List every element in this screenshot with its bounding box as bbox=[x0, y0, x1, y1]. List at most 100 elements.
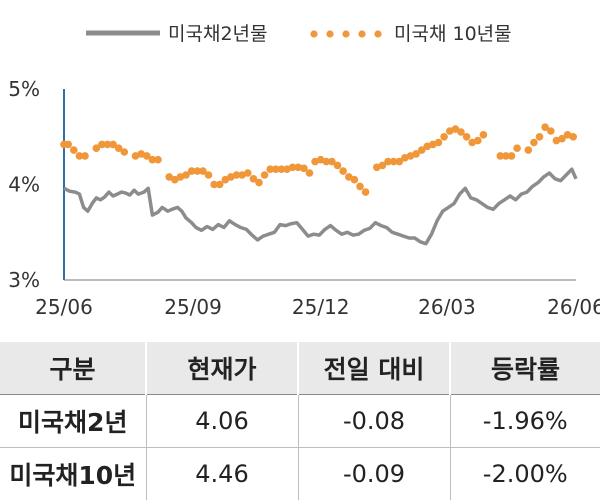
table-row: 미국채2년 4.06 -0.08 -1.96% bbox=[0, 394, 600, 448]
series-line-us2y bbox=[63, 167, 578, 246]
series-point-us10y bbox=[210, 180, 218, 189]
series-point-us10y bbox=[143, 152, 151, 160]
x-tick-label: 25/09 bbox=[164, 295, 222, 319]
y-tick-label: 4% bbox=[8, 173, 40, 197]
series-point-us10y bbox=[356, 182, 364, 191]
legend-label-us10y: 미국채 10년물 bbox=[394, 23, 512, 45]
legend-dot bbox=[342, 30, 350, 38]
series-point-us10y bbox=[244, 169, 252, 177]
series-point-us10y bbox=[92, 144, 101, 152]
series-point-us10y bbox=[193, 167, 202, 175]
series-point-us10y bbox=[288, 163, 297, 172]
series-point-us10y bbox=[103, 140, 112, 149]
series-point-us10y bbox=[558, 134, 566, 143]
series-point-us10y bbox=[171, 175, 179, 184]
series-point-us10y bbox=[451, 125, 460, 133]
yield-chart-svg: 미국채2년물 미국채 10년물 3% 4% 5% 25/06 25/09 25/12 26/… bbox=[8, 23, 600, 319]
series-point-us10y bbox=[182, 171, 190, 179]
series-point-us10y bbox=[547, 127, 555, 135]
series-point-us10y bbox=[322, 157, 331, 166]
series-point-us10y bbox=[187, 167, 196, 175]
chart-legend: 미국채2년물 미국채 10년물 bbox=[86, 23, 512, 45]
series-point-us10y bbox=[148, 155, 157, 164]
series-point-us10y bbox=[457, 128, 465, 136]
series-point-us10y bbox=[412, 150, 420, 158]
series-point-us10y bbox=[98, 140, 106, 149]
row-change: -0.09 bbox=[297, 447, 450, 500]
series-point-us10y bbox=[530, 138, 538, 147]
series-point-us10y bbox=[114, 144, 123, 152]
row-name: 미국채2년 bbox=[0, 394, 146, 448]
series-point-us10y bbox=[305, 169, 314, 177]
row-change: -0.08 bbox=[297, 394, 450, 448]
series-point-us10y bbox=[479, 131, 488, 139]
header-rate: 등락률 bbox=[449, 342, 600, 395]
series-point-us10y bbox=[249, 175, 258, 183]
legend-label-us2y: 미국채2년물 bbox=[168, 23, 268, 45]
series-point-us10y bbox=[384, 157, 392, 166]
series-point-us10y bbox=[260, 171, 269, 179]
series-point-us10y bbox=[221, 175, 230, 184]
legend-dot bbox=[310, 30, 318, 38]
row-rate: -1.96% bbox=[449, 394, 600, 448]
series-point-us10y bbox=[345, 173, 353, 181]
series-point-us10y bbox=[434, 138, 443, 147]
series-point-us10y bbox=[81, 152, 89, 160]
series-point-us10y bbox=[238, 171, 246, 179]
series-point-us10y bbox=[350, 175, 359, 184]
series-point-us10y bbox=[389, 157, 398, 166]
header-price: 현재가 bbox=[145, 342, 298, 395]
series-point-us10y bbox=[502, 152, 510, 160]
series-point-us10y bbox=[75, 152, 84, 160]
legend-dot bbox=[374, 30, 382, 38]
series-point-us10y bbox=[294, 163, 303, 172]
series-point-us10y bbox=[328, 157, 336, 166]
series-point-us10y bbox=[277, 165, 286, 173]
series-point-us10y bbox=[232, 171, 241, 179]
series-point-us10y bbox=[204, 171, 213, 179]
header-change: 전일 대비 bbox=[297, 342, 450, 395]
series-point-us10y bbox=[165, 173, 173, 181]
quote-table: 구분 현재가 전일 대비 등락률 미국채2년 4.06 -0.08 -1.96%… bbox=[0, 342, 600, 500]
yield-chart: 미국채2년물 미국채 10년물 3% 4% 5% 25/06 25/09 25/12 26/… bbox=[8, 23, 600, 319]
legend-swatch-us10y bbox=[310, 30, 382, 38]
table-row: 미국채10년 4.46 -0.09 -2.00% bbox=[0, 447, 600, 500]
header-category: 구분 bbox=[0, 342, 146, 395]
series-point-us10y bbox=[378, 161, 387, 170]
legend-dot bbox=[358, 30, 366, 38]
x-tick-label: 26/06 bbox=[547, 295, 600, 319]
series-point-us10y bbox=[513, 144, 521, 152]
row-price: 4.06 bbox=[145, 394, 298, 448]
row-rate: -2.00% bbox=[449, 447, 600, 500]
series-point-us10y bbox=[569, 133, 577, 141]
chart-tick-labels: 3% 4% 5% 25/06 25/09 25/12 26/03 26/06 bbox=[8, 77, 600, 319]
series-point-us10y bbox=[462, 133, 471, 141]
table-header-row: 구분 현재가 전일 대비 등락률 bbox=[0, 342, 600, 395]
series-point-us10y bbox=[300, 164, 308, 173]
series-point-us10y bbox=[524, 146, 533, 154]
series-point-us10y bbox=[131, 152, 140, 160]
series-point-us10y bbox=[496, 152, 505, 160]
series-point-us10y bbox=[361, 188, 370, 196]
row-name: 미국채10년 bbox=[0, 447, 146, 500]
series-point-us10y bbox=[70, 146, 78, 154]
series-point-us10y bbox=[64, 140, 72, 149]
legend-dot bbox=[326, 30, 334, 38]
series-point-us10y bbox=[395, 157, 404, 166]
series-point-us10y bbox=[541, 123, 549, 131]
y-tick-label: 3% bbox=[8, 268, 40, 292]
series-point-us10y bbox=[154, 155, 162, 164]
series-point-us10y bbox=[440, 133, 448, 141]
x-tick-label: 26/03 bbox=[418, 295, 476, 319]
series-point-us10y bbox=[339, 167, 347, 175]
series-point-us10y bbox=[535, 133, 544, 141]
y-tick-label: 5% bbox=[8, 77, 40, 101]
series-point-us10y bbox=[215, 180, 224, 189]
chart-series bbox=[60, 123, 578, 246]
series-point-us10y bbox=[255, 178, 263, 187]
series-point-us10y bbox=[507, 152, 516, 160]
series-point-us10y bbox=[109, 140, 117, 149]
series-point-us10y bbox=[417, 146, 426, 154]
chart-axes bbox=[63, 89, 576, 281]
x-tick-label: 25/12 bbox=[292, 295, 350, 319]
